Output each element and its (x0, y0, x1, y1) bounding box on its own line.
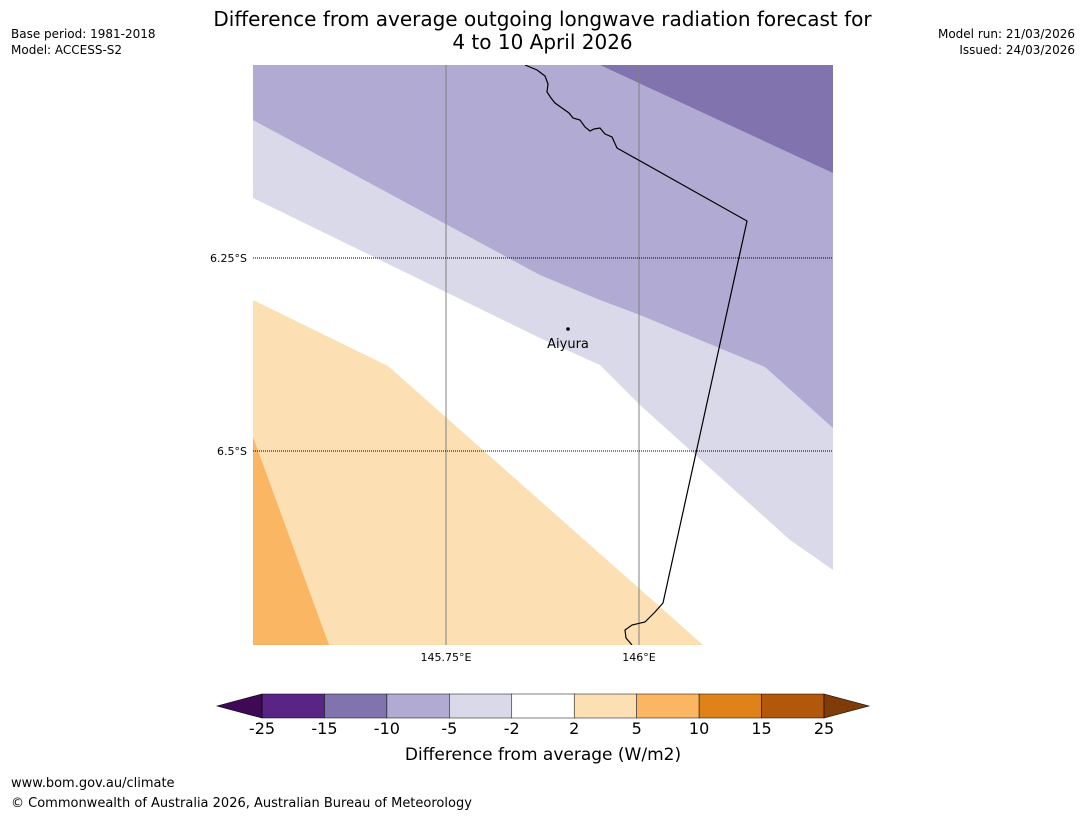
colorbar-tick-label: 10 (688, 719, 710, 738)
colorbar-over-arrow (823, 693, 871, 719)
colorbar-tick-label: 5 (631, 719, 642, 738)
colorbar-segment (698, 693, 762, 719)
aiyura-marker (566, 327, 570, 331)
colorbar-label: Difference from average (W/m2) (404, 745, 682, 765)
band-neg10-neg5 (253, 65, 833, 428)
model-text: Model: ACCESS-S2 (11, 43, 123, 57)
colorbar-segment (573, 693, 637, 719)
colorbar-tick-label: -25 (248, 719, 276, 738)
colorbar-segment (761, 693, 825, 719)
colorbar-tick-label: -5 (441, 719, 458, 738)
title-line-2: 4 to 10 April 2026 (452, 30, 633, 54)
lon-label-145-75: 145.75°E (421, 651, 472, 664)
colorbar (215, 693, 871, 719)
metadata-left: Base period: 1981-2018 Model: ACCESS-S2 (11, 26, 156, 58)
colorbar-tick-label: -10 (373, 719, 400, 738)
model-run-text: Model run: 21/03/2026 (937, 27, 1075, 41)
map-layers (253, 65, 833, 645)
band-neg15-neg10 (513, 65, 833, 173)
footer-url[interactable]: www.bom.gov.au/climate (11, 776, 175, 791)
band-pos5-pos10 (253, 437, 329, 645)
lon-label-146: 146°E (622, 651, 655, 664)
colorbar-segment (636, 693, 700, 719)
lat-label-6-5: 6.5°S (217, 445, 247, 458)
forecast-map: Aiyura 6.25°S 6.5°S 145.75°E 146°E (210, 65, 833, 664)
title-line-1: Difference from average outgoing longwav… (213, 7, 872, 31)
lat-label-6-25: 6.25°S (210, 252, 247, 265)
border-coastline (524, 65, 748, 645)
colorbar-tick-labels: -25 -15 -10 -5 -2 2 5 10 15 25 (0, 719, 1085, 739)
colorbar-tick-label: -15 (311, 719, 338, 738)
band-pos2-pos5 (253, 300, 703, 645)
colorbar-segments (261, 693, 825, 719)
metadata-right: Model run: 21/03/2026 Issued: 24/03/2026 (938, 26, 1075, 58)
colorbar-tick-label: 2 (569, 719, 580, 738)
colorbar-under-arrow (215, 693, 263, 719)
colorbar-segment (261, 693, 325, 719)
colorbar-segment (324, 693, 388, 719)
aiyura-label: Aiyura (547, 337, 589, 352)
colorbar-segment (511, 693, 575, 719)
colorbar-segment (386, 693, 450, 719)
colorbar-tick-label: 25 (813, 719, 835, 738)
issued-text: Issued: 24/03/2026 (959, 43, 1075, 57)
colorbar-tick-label: -2 (503, 719, 520, 738)
footer-copyright: © Commonwealth of Australia 2026, Austra… (11, 796, 472, 811)
colorbar-segment (449, 693, 513, 719)
colorbar-tick-label: 15 (751, 719, 772, 738)
page-title: Difference from average outgoing longwav… (180, 8, 905, 54)
base-period-text: Base period: 1981-2018 (11, 27, 156, 41)
